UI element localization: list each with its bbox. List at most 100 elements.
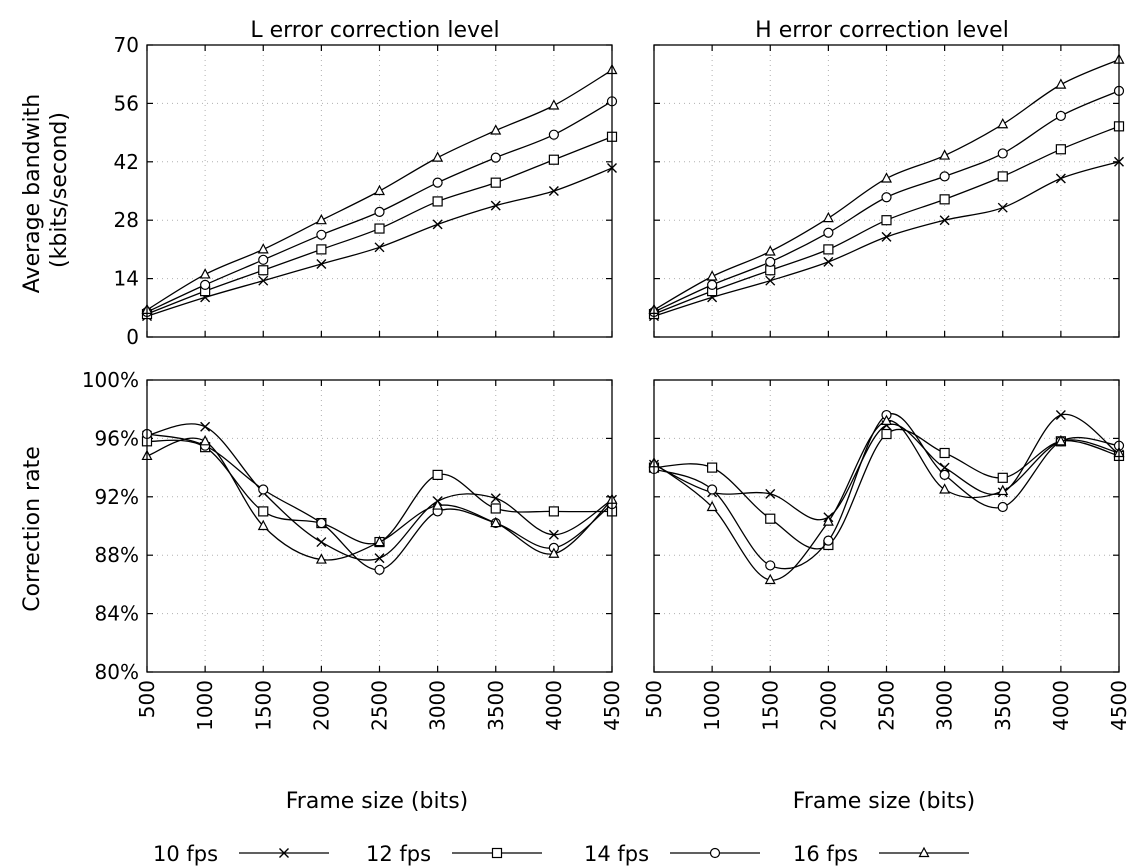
legend: 10 fps 12 fps 14 fps 16 fps bbox=[153, 842, 969, 866]
data-point bbox=[490, 200, 501, 211]
data-point bbox=[258, 484, 269, 495]
x-axis-label-right: Frame size (bits) bbox=[793, 789, 976, 814]
data-point bbox=[1055, 410, 1066, 421]
series-line bbox=[653, 161, 1120, 317]
plot-frame bbox=[653, 44, 1120, 338]
legend-label: 10 fps bbox=[153, 842, 218, 866]
data-point bbox=[316, 537, 327, 548]
y-tick-label: 28 bbox=[114, 208, 139, 232]
data-point bbox=[939, 483, 951, 494]
x-tick-label: 2000 bbox=[816, 680, 840, 731]
series-12-fps bbox=[648, 121, 1125, 320]
x-tick-label: 4500 bbox=[600, 680, 624, 731]
data-point bbox=[939, 469, 950, 480]
data-point bbox=[432, 151, 444, 162]
data-point bbox=[316, 244, 327, 255]
data-point bbox=[258, 506, 269, 517]
data-point bbox=[200, 421, 211, 432]
data-point bbox=[548, 529, 559, 540]
data-point bbox=[374, 535, 385, 547]
x-tick-label: 500 bbox=[135, 680, 159, 718]
series-16-fps bbox=[648, 53, 1125, 314]
legend-entry: 14 fps bbox=[584, 842, 760, 866]
data-point bbox=[316, 229, 327, 240]
data-point bbox=[199, 268, 211, 279]
data-point bbox=[258, 254, 269, 265]
data-point bbox=[374, 242, 385, 253]
data-point bbox=[548, 186, 559, 196]
data-point bbox=[316, 259, 327, 269]
data-point bbox=[939, 215, 950, 226]
y-tick-label: 84% bbox=[95, 602, 139, 626]
legend-marker bbox=[491, 847, 503, 859]
data-point bbox=[432, 196, 443, 207]
series-16-fps bbox=[648, 414, 1125, 585]
data-point bbox=[315, 213, 327, 225]
data-point bbox=[199, 435, 211, 446]
series-line bbox=[653, 412, 1120, 570]
data-point bbox=[939, 149, 951, 160]
x-axis-label-left: Frame size (bits) bbox=[286, 789, 469, 814]
data-point bbox=[548, 129, 559, 140]
series-line bbox=[653, 59, 1120, 311]
data-point bbox=[374, 184, 385, 196]
x-tick-label: 4500 bbox=[1107, 680, 1131, 731]
plot-frame bbox=[146, 44, 613, 338]
x-tick-label: 3500 bbox=[991, 680, 1015, 731]
data-point bbox=[490, 516, 502, 528]
panel-h-correction: 500 1000 1500 2000 2500 3000 3500 4000 4500 bbox=[642, 379, 1131, 731]
series-10-fps bbox=[142, 163, 617, 322]
y-tick-label: 92% bbox=[95, 485, 139, 509]
legend-marker bbox=[918, 846, 930, 858]
data-point bbox=[1055, 435, 1067, 446]
panel-h-bandwidth bbox=[648, 44, 1125, 338]
data-point bbox=[257, 243, 269, 254]
x-tick-label: 3000 bbox=[426, 680, 450, 731]
legend-label: 14 fps bbox=[584, 842, 649, 866]
y-tick-label: 0 bbox=[126, 325, 139, 349]
data-point bbox=[881, 192, 892, 203]
data-point bbox=[490, 152, 501, 163]
data-point bbox=[997, 202, 1008, 213]
series-line bbox=[146, 433, 613, 571]
data-point bbox=[432, 469, 443, 480]
data-point bbox=[997, 484, 1009, 496]
y-axis-label-bandwidth: Average bandwith (kbits/second) bbox=[20, 87, 72, 293]
data-point bbox=[997, 117, 1009, 129]
y-axis-label-correction: Correction rate bbox=[20, 446, 45, 612]
series-14-fps bbox=[141, 96, 618, 318]
x-tick-label: 1500 bbox=[251, 680, 275, 731]
y-tick-label: 70 bbox=[114, 33, 139, 57]
data-point bbox=[490, 503, 501, 514]
y-tick-label: 80% bbox=[95, 660, 139, 684]
data-point bbox=[490, 124, 502, 135]
x-tick-label: 3500 bbox=[484, 680, 508, 731]
data-point bbox=[765, 488, 776, 499]
data-point bbox=[490, 493, 501, 504]
data-point bbox=[548, 547, 560, 558]
data-point bbox=[548, 154, 559, 165]
y-axis-label-line2: (kbits/second) bbox=[47, 112, 72, 268]
y-tick-label: 42 bbox=[114, 150, 139, 174]
x-tick-label: 1500 bbox=[758, 680, 782, 731]
x-tick-label: 500 bbox=[642, 680, 666, 718]
data-point bbox=[432, 499, 444, 510]
data-point bbox=[707, 462, 718, 473]
legend-entry: 16 fps bbox=[793, 842, 969, 866]
x-tick-label: 2500 bbox=[368, 680, 392, 731]
data-point bbox=[706, 500, 718, 512]
data-point bbox=[881, 215, 892, 226]
y-tick-label: 96% bbox=[95, 426, 139, 450]
x-tick-label: 3000 bbox=[933, 680, 957, 731]
data-point bbox=[200, 279, 211, 290]
y-axis-label-line1: Average bandwith bbox=[20, 94, 45, 293]
plot-frame bbox=[146, 379, 613, 673]
data-point bbox=[548, 99, 560, 110]
series-line bbox=[653, 420, 1120, 581]
series-10-fps bbox=[142, 421, 617, 564]
y-tick-label: 88% bbox=[95, 543, 139, 567]
legend-label: 16 fps bbox=[793, 842, 858, 866]
data-point bbox=[374, 564, 385, 575]
data-point bbox=[315, 553, 327, 564]
